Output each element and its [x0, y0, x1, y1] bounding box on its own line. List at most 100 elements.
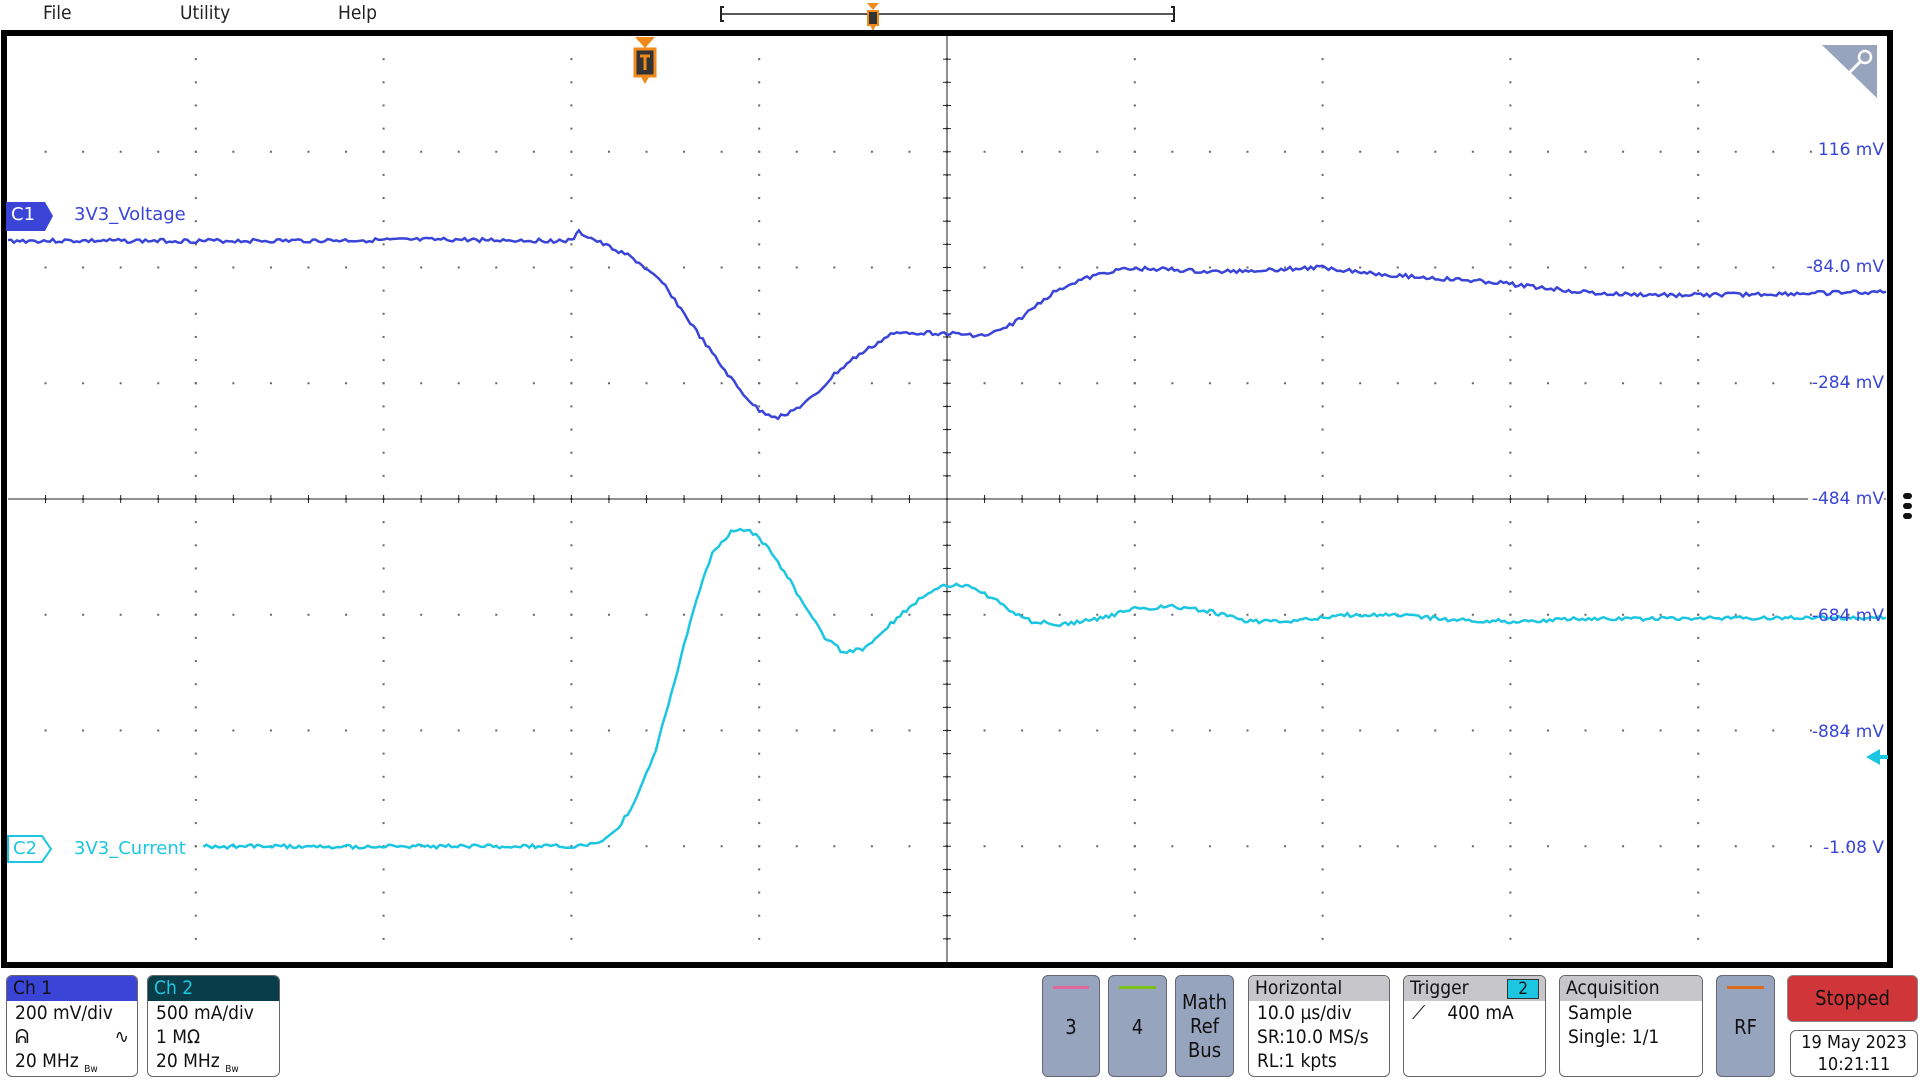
menu-file[interactable]: File	[43, 2, 72, 24]
grid-dot	[1509, 729, 1512, 732]
grid-dot	[758, 914, 761, 917]
menu-help[interactable]: Help	[338, 2, 377, 24]
grid-dot	[194, 775, 197, 778]
run-stop-status-button[interactable]: Stopped	[1787, 975, 1918, 1022]
grid-dot	[194, 590, 197, 593]
menu-utility[interactable]: Utility	[180, 2, 231, 24]
grid-dot	[1809, 729, 1812, 732]
grid-dot	[908, 382, 911, 385]
grid-dot	[1321, 683, 1324, 686]
more-options-icon[interactable]	[1903, 493, 1912, 519]
grid-dot	[1133, 752, 1136, 755]
grid-dot	[758, 752, 761, 755]
grid-dot	[1133, 937, 1136, 940]
grid-dot	[1321, 173, 1324, 176]
grid-dot	[194, 891, 197, 894]
acquisition-badge[interactable]: Acquisition Sample Single: 1/1	[1559, 975, 1703, 1077]
ch1-name: 3V3_Voltage	[74, 204, 186, 225]
grid-dot	[382, 266, 385, 269]
grid-dot	[269, 266, 272, 269]
grid-dot	[420, 613, 423, 616]
grid-dot	[570, 567, 573, 570]
zoom-magnifier-icon[interactable]	[1822, 45, 1877, 98]
grid-dot	[1321, 590, 1324, 593]
grid-dot	[570, 521, 573, 524]
grid-dot	[495, 613, 498, 616]
acquisition-mode: Sample	[1568, 1002, 1633, 1024]
ch2-name: 3V3_Current	[74, 838, 186, 859]
grid-dot	[382, 289, 385, 292]
grid-dot	[194, 822, 197, 825]
grid-dot	[1133, 636, 1136, 639]
timeline-trigger-icon	[867, 3, 879, 31]
grid-dot	[1697, 822, 1700, 825]
trigger-badge[interactable]: Trigger 2 ⟋ 400 mA	[1403, 975, 1546, 1077]
grid-dot	[1509, 683, 1512, 686]
grid-dot	[82, 382, 85, 385]
grid-dot	[1622, 266, 1625, 269]
grid-dot	[1509, 197, 1512, 200]
add-ch4-button[interactable]: 4	[1108, 975, 1167, 1077]
record-length: RL:1 kpts	[1257, 1050, 1337, 1072]
grid-dot	[1133, 729, 1136, 732]
grid-dot	[1697, 428, 1700, 431]
grid-dot	[1659, 845, 1662, 848]
grid-dot	[908, 613, 911, 616]
grid-dot	[1509, 914, 1512, 917]
trigger-position-icon[interactable]	[633, 37, 657, 84]
waveform-display[interactable]	[0, 0, 1920, 975]
ch1-badge[interactable]: Ch 1 200 mV/div ᕱ ∿ 20 MHz Bw	[6, 975, 138, 1077]
ch2-marker[interactable]	[7, 835, 53, 863]
grid-dot	[1509, 937, 1512, 940]
rf-button[interactable]: RF	[1716, 975, 1775, 1077]
ch1-marker[interactable]	[6, 202, 53, 231]
math-ref-bus-button[interactable]: Math Ref Bus	[1175, 975, 1234, 1077]
grid-dot	[1509, 775, 1512, 778]
grid-dot	[345, 729, 348, 732]
grid-dot	[1509, 590, 1512, 593]
grid-dot	[795, 266, 798, 269]
add-ch3-button[interactable]: 3	[1042, 975, 1100, 1077]
grid-dot	[532, 729, 535, 732]
grid-dot	[983, 266, 986, 269]
grid-dot	[1133, 798, 1136, 801]
ch2-badge[interactable]: Ch 2 500 mA/div 1 MΩ 20 MHz Bw	[147, 975, 280, 1077]
grid-dot	[119, 613, 122, 616]
grid-dot	[1284, 382, 1287, 385]
grid-dot	[908, 266, 911, 269]
grid-dot	[1321, 428, 1324, 431]
grid-dot	[1509, 567, 1512, 570]
grid-dot	[795, 382, 798, 385]
grid-dot	[194, 150, 197, 153]
grid-dot	[1772, 150, 1775, 153]
ch2-bandwidth: 20 MHz	[156, 1050, 220, 1072]
grid-dot	[1321, 243, 1324, 246]
grid-dot	[44, 613, 47, 616]
grid-dot	[1847, 266, 1850, 269]
grid-dot	[870, 266, 873, 269]
grid-dot	[1509, 613, 1512, 616]
grid-dot	[1734, 150, 1737, 153]
date-time-display[interactable]: 19 May 2023 10:21:11	[1790, 1030, 1918, 1077]
grid-dot	[382, 428, 385, 431]
grid-dot	[1509, 150, 1512, 153]
grid-dot	[1697, 266, 1700, 269]
grid-dot	[1021, 845, 1024, 848]
grid-dot	[1171, 845, 1174, 848]
grid-dot	[1697, 451, 1700, 454]
grid-dot	[307, 382, 310, 385]
record-timeline[interactable]	[720, 3, 1175, 31]
grid-dot	[382, 868, 385, 871]
grid-dot	[758, 197, 761, 200]
grid-dot	[1321, 81, 1324, 84]
grid-dot	[1772, 382, 1775, 385]
horizontal-badge[interactable]: Horizontal 10.0 µs/div SR:10.0 MS/s RL:1…	[1248, 975, 1390, 1077]
grid-dot	[1133, 428, 1136, 431]
grid-dot	[1321, 474, 1324, 477]
grid-dot	[1133, 775, 1136, 778]
grid-dot	[382, 474, 385, 477]
grid-dot	[495, 150, 498, 153]
grid-dot	[232, 382, 235, 385]
grid-dot	[1509, 868, 1512, 871]
grid-dot	[194, 636, 197, 639]
